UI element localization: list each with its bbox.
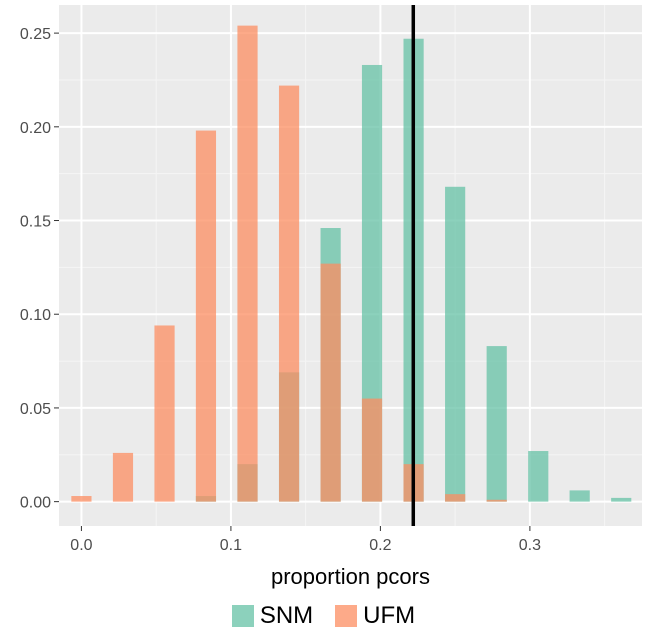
y-tick-label: 0.05 <box>20 401 51 418</box>
bar-ufm <box>486 499 507 502</box>
legend-item-ufm: UFM <box>335 602 415 630</box>
x-tick-label: 0.2 <box>369 537 391 554</box>
bar-snm <box>569 490 590 502</box>
y-axis: 0.00 0.05 0.10 0.15 0.20 0.25 <box>20 26 59 512</box>
y-tick-label: 0.00 <box>20 495 51 512</box>
bar-ufm <box>361 398 383 502</box>
bar-ufm <box>112 452 134 502</box>
bar-snm <box>361 64 383 502</box>
x-tick-label: 0.0 <box>70 537 92 554</box>
bar-ufm <box>237 25 258 502</box>
bar-snm <box>528 451 549 502</box>
bar-snm <box>486 346 507 502</box>
legend: SNM UFM <box>0 596 647 636</box>
bar-ufm <box>278 85 300 502</box>
legend-item-snm: SNM <box>231 602 314 630</box>
x-axis: 0.0 0.1 0.2 0.3 <box>70 526 541 554</box>
y-tick-label: 0.25 <box>20 26 51 43</box>
y-tick-label: 0.10 <box>20 307 51 324</box>
legend-label-ufm: UFM <box>363 602 416 629</box>
x-tick-label: 0.1 <box>220 537 242 554</box>
x-tick-label: 0.3 <box>519 537 541 554</box>
bar-snm <box>611 497 632 502</box>
bar-ufm <box>445 494 466 502</box>
bar-ufm <box>154 325 175 502</box>
bar-ufm <box>320 263 341 502</box>
bar-ufm <box>71 496 92 502</box>
plot-panel <box>59 5 642 526</box>
x-axis-title: proportion pcors <box>271 564 430 589</box>
bar-snm <box>445 186 466 502</box>
legend-key-snm <box>231 605 254 627</box>
y-tick-label: 0.15 <box>20 214 51 231</box>
legend-label-snm: SNM <box>259 602 314 629</box>
legend-key-ufm <box>335 605 358 627</box>
series-ufm-bars <box>71 25 507 502</box>
bar-ufm <box>195 130 217 502</box>
y-tick-label: 0.20 <box>20 120 51 137</box>
histogram-chart: 0.00 0.05 0.10 0.15 0.20 0.25 0.0 0.1 0.2 0.3 pr… <box>20 5 642 589</box>
